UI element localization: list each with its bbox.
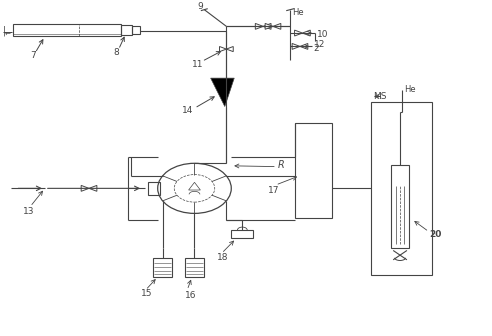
Text: 10: 10 (317, 30, 329, 39)
Text: R: R (278, 160, 285, 170)
Bar (153, 258, 172, 277)
Bar (132, 26, 140, 34)
Polygon shape (295, 30, 303, 36)
Polygon shape (219, 46, 226, 52)
Bar (13, 24, 121, 36)
Polygon shape (81, 185, 89, 191)
Text: He: He (404, 85, 416, 94)
Bar (231, 230, 253, 239)
Bar (184, 258, 204, 277)
Polygon shape (255, 24, 263, 29)
Bar (295, 123, 332, 218)
Text: 20: 20 (429, 230, 441, 239)
Text: He: He (292, 7, 303, 16)
Bar (371, 101, 432, 275)
Polygon shape (211, 78, 234, 107)
Text: 11: 11 (192, 59, 204, 69)
Text: |: | (3, 26, 6, 36)
Bar (391, 165, 409, 248)
Bar (148, 182, 160, 195)
Polygon shape (226, 46, 233, 52)
Text: 7: 7 (30, 51, 36, 60)
Text: 16: 16 (184, 291, 196, 300)
Text: 8: 8 (114, 48, 119, 56)
Bar (121, 25, 132, 35)
Text: 18: 18 (216, 253, 228, 262)
Polygon shape (303, 30, 310, 36)
Polygon shape (89, 185, 97, 191)
Polygon shape (300, 43, 308, 49)
Polygon shape (263, 24, 271, 29)
Text: 15: 15 (141, 289, 152, 298)
Text: 14: 14 (182, 107, 193, 115)
Text: 2: 2 (314, 44, 319, 53)
Polygon shape (292, 43, 300, 49)
Text: ←: ← (4, 32, 10, 38)
Text: 12: 12 (314, 40, 325, 49)
Text: 17: 17 (268, 186, 279, 195)
Polygon shape (265, 24, 273, 29)
Text: 13: 13 (23, 207, 34, 216)
Polygon shape (273, 24, 281, 29)
Text: MS: MS (373, 92, 387, 101)
Text: 9: 9 (197, 2, 203, 11)
